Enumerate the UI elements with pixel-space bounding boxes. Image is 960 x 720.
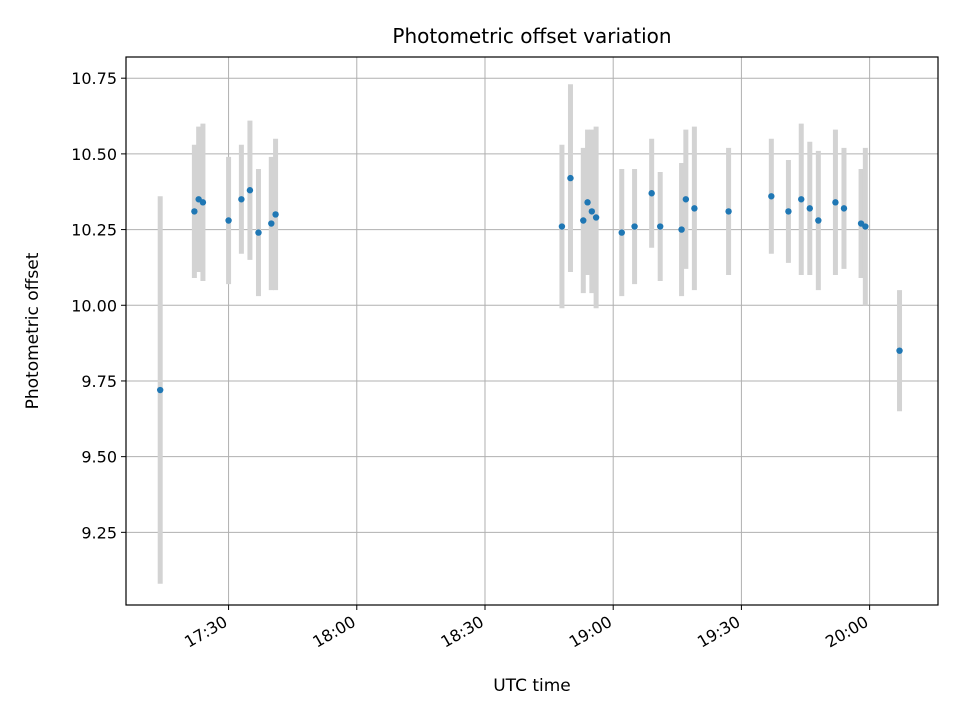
data-point <box>798 196 805 203</box>
y-tick-label: 10.00 <box>71 296 117 315</box>
data-point <box>584 199 591 206</box>
y-tick-label: 9.75 <box>81 372 117 391</box>
data-point <box>238 196 245 203</box>
chart-title: Photometric offset variation <box>392 24 671 48</box>
data-point <box>840 205 848 212</box>
data-point <box>225 217 232 224</box>
data-point <box>785 208 792 215</box>
data-point <box>682 196 690 203</box>
data-point <box>246 187 254 194</box>
data-point <box>199 199 207 206</box>
y-tick-label: 10.50 <box>71 145 117 164</box>
data-point <box>558 223 566 230</box>
data-point <box>631 223 638 230</box>
y-axis-label: Photometric offset <box>23 252 43 409</box>
x-axis-label: UTC time <box>493 676 571 696</box>
data-point <box>191 208 198 215</box>
data-point <box>268 220 275 227</box>
y-tick-label: 10.25 <box>71 221 117 240</box>
data-point <box>832 199 839 206</box>
data-point <box>272 211 279 218</box>
data-point <box>815 217 822 224</box>
data-point <box>580 217 587 224</box>
data-point <box>648 190 655 197</box>
data-point <box>768 193 775 200</box>
data-point <box>156 386 164 394</box>
data-point <box>588 208 596 215</box>
y-tick-label: 9.50 <box>81 448 117 467</box>
data-point <box>896 347 903 354</box>
y-tick-label: 9.25 <box>81 523 117 542</box>
y-tick-label: 10.75 <box>71 69 117 88</box>
data-point <box>862 223 869 230</box>
data-point <box>725 208 732 215</box>
grid <box>126 57 938 605</box>
data-points <box>156 174 903 394</box>
data-point <box>592 214 600 221</box>
plot-frame <box>125 56 939 606</box>
data-point <box>806 205 813 212</box>
y-axis-ticks: 9.25 9.50 9.75 10.00 10.25 10.50 10.75 <box>71 69 126 542</box>
data-point <box>678 226 685 233</box>
data-point <box>567 174 574 182</box>
data-point <box>618 229 625 236</box>
data-point <box>657 223 664 230</box>
data-point <box>691 205 698 212</box>
data-point <box>255 229 262 236</box>
